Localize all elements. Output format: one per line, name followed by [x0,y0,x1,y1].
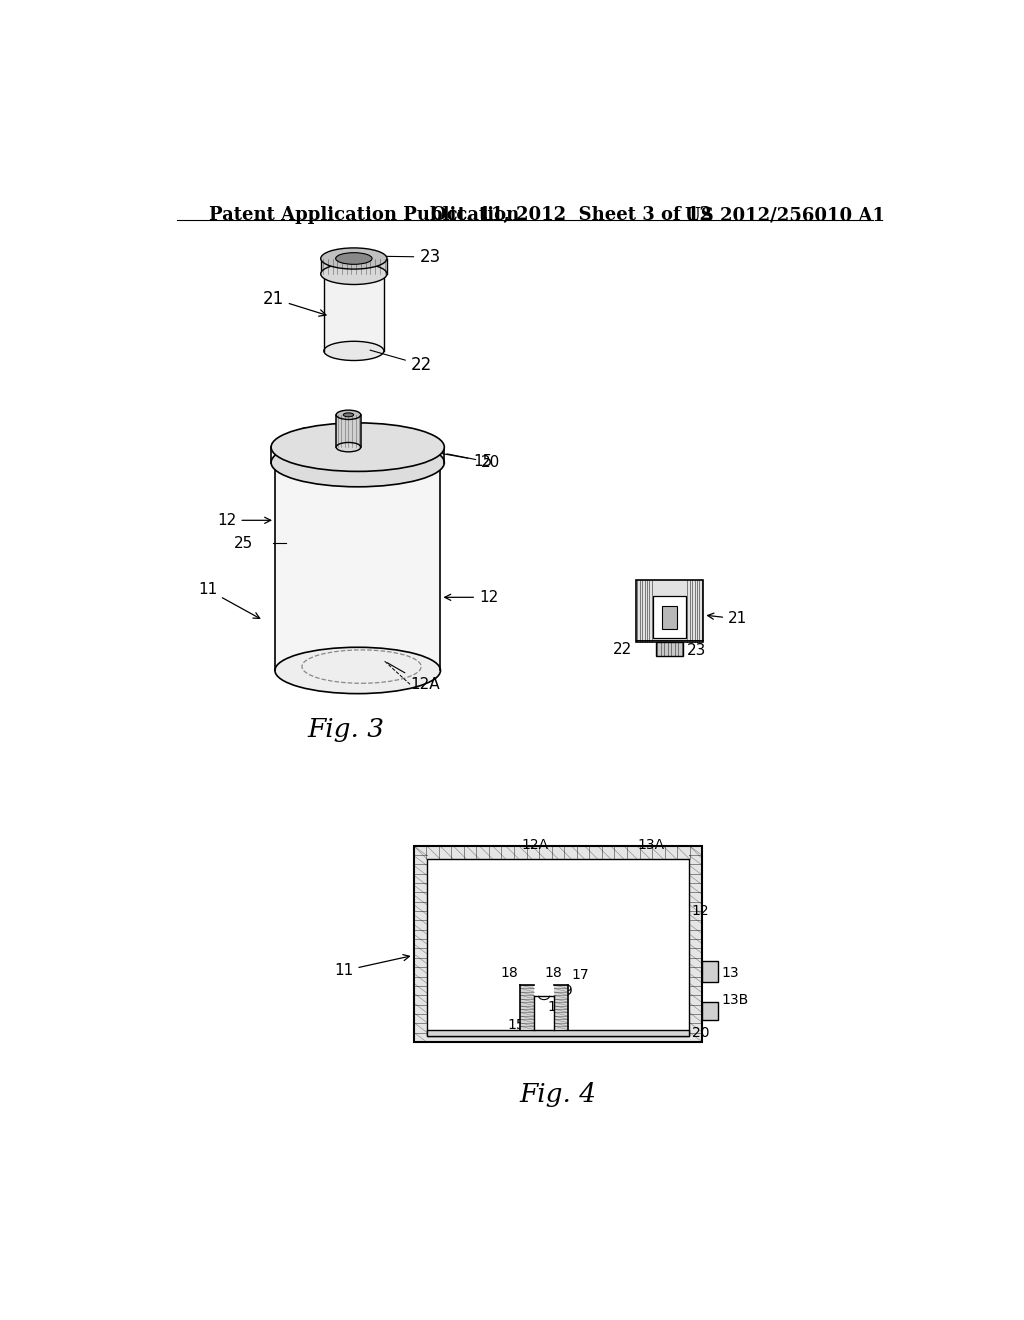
Ellipse shape [274,440,440,486]
Text: 17: 17 [571,968,589,982]
Text: 12: 12 [691,904,710,919]
Polygon shape [520,985,535,1030]
Ellipse shape [321,248,387,269]
Text: 20: 20 [691,1027,709,1040]
Text: Fig. 4: Fig. 4 [519,1082,596,1107]
Text: 12: 12 [217,512,270,528]
Polygon shape [336,414,360,447]
Polygon shape [414,846,702,1041]
Text: 21: 21 [262,289,326,317]
Text: 12A: 12A [521,838,549,851]
Polygon shape [324,275,384,351]
Text: 18: 18 [501,966,518,981]
Polygon shape [702,1002,718,1020]
Ellipse shape [336,252,372,264]
Text: US 2012/256010 A1: US 2012/256010 A1 [685,206,885,224]
Text: 20: 20 [447,454,501,470]
Polygon shape [655,642,683,656]
Text: 12A: 12A [387,663,439,692]
Text: 11: 11 [198,582,260,618]
Text: 18: 18 [545,966,562,981]
Text: 18: 18 [364,433,383,449]
Text: 11: 11 [334,954,410,978]
Text: 13A: 13A [637,838,665,851]
Polygon shape [274,462,440,671]
Ellipse shape [324,342,384,360]
Text: 22: 22 [370,350,432,374]
Text: 17: 17 [300,426,319,442]
Polygon shape [321,259,387,275]
Polygon shape [702,961,718,982]
Text: 13: 13 [722,966,739,979]
Text: 21: 21 [708,611,748,627]
Ellipse shape [321,263,387,285]
Text: 15: 15 [391,445,493,469]
Polygon shape [662,606,677,628]
Polygon shape [427,859,689,1036]
Text: 16: 16 [547,999,565,1014]
Ellipse shape [343,413,353,417]
Text: 23: 23 [687,643,707,659]
Ellipse shape [271,438,444,487]
Polygon shape [427,1030,689,1036]
Text: Fig. 3: Fig. 3 [307,717,385,742]
Polygon shape [554,985,568,1030]
Ellipse shape [336,411,360,420]
Text: 13B: 13B [722,994,749,1007]
Text: 23: 23 [377,248,440,265]
Polygon shape [636,581,703,642]
Ellipse shape [336,442,360,451]
Text: 12: 12 [444,590,499,605]
Polygon shape [653,597,686,639]
Text: 19: 19 [556,985,573,998]
Text: Oct. 11, 2012  Sheet 3 of 12: Oct. 11, 2012 Sheet 3 of 12 [431,206,712,224]
Ellipse shape [274,647,440,693]
Text: 25: 25 [234,536,253,550]
Ellipse shape [271,422,444,471]
Text: Patent Application Publication: Patent Application Publication [209,206,519,224]
Text: 22: 22 [612,642,632,657]
Text: 15: 15 [507,1018,524,1032]
